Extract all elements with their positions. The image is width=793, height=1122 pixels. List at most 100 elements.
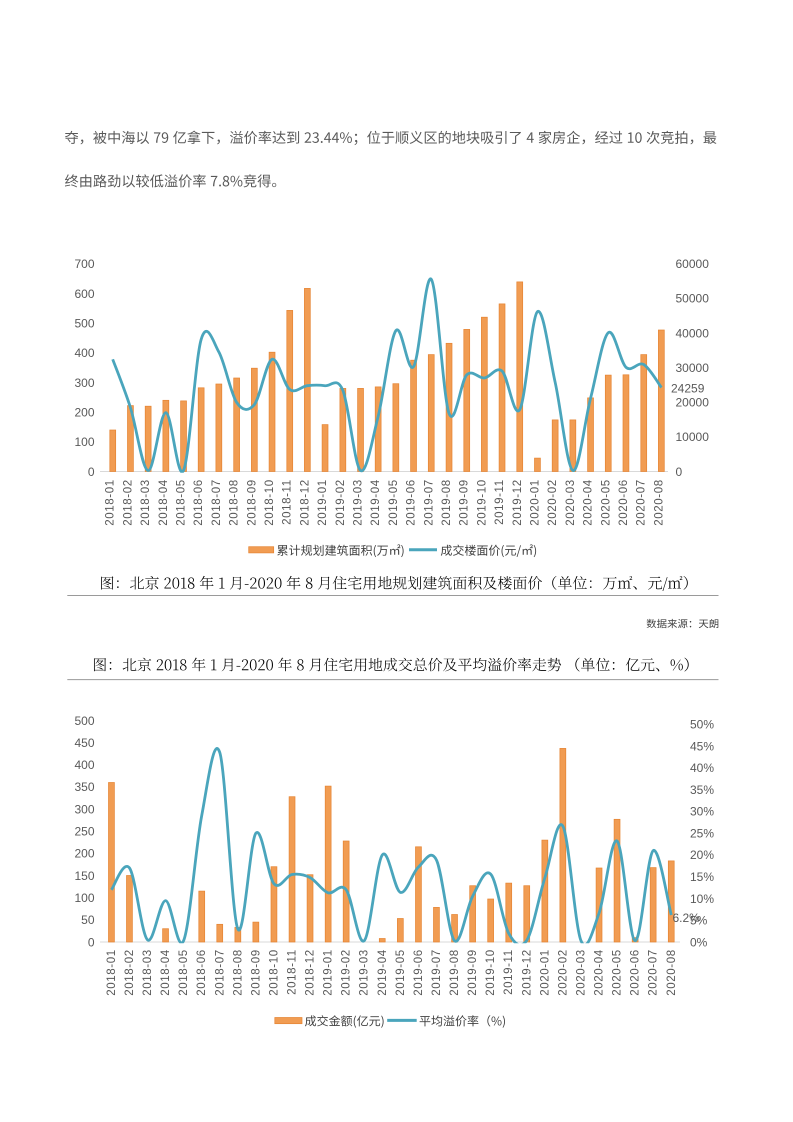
svg-text:10000: 10000 bbox=[676, 430, 710, 444]
svg-text:15%: 15% bbox=[690, 870, 714, 884]
svg-text:2019-06: 2019-06 bbox=[406, 479, 418, 525]
svg-text:500: 500 bbox=[74, 316, 94, 330]
svg-text:2018-04: 2018-04 bbox=[160, 949, 172, 995]
svg-text:2018-07: 2018-07 bbox=[214, 949, 226, 995]
svg-text:2018-01: 2018-01 bbox=[105, 479, 117, 525]
svg-text:20000: 20000 bbox=[676, 396, 710, 410]
svg-text:2019-01: 2019-01 bbox=[323, 949, 335, 995]
svg-text:2018-10: 2018-10 bbox=[268, 949, 280, 995]
svg-text:2020-05: 2020-05 bbox=[600, 479, 612, 525]
svg-text:2018-02: 2018-02 bbox=[124, 949, 136, 995]
svg-text:2020-04: 2020-04 bbox=[583, 479, 595, 525]
svg-text:2018-06: 2018-06 bbox=[196, 949, 208, 995]
svg-text:2018-02: 2018-02 bbox=[122, 479, 134, 525]
svg-text:2020-07: 2020-07 bbox=[648, 949, 660, 995]
svg-text:2020-02: 2020-02 bbox=[547, 479, 559, 525]
svg-text:2019-08: 2019-08 bbox=[449, 949, 461, 995]
svg-text:0%: 0% bbox=[690, 935, 708, 949]
svg-text:2019-11: 2019-11 bbox=[494, 479, 506, 525]
svg-text:2018-03: 2018-03 bbox=[142, 949, 154, 995]
svg-text:150: 150 bbox=[74, 869, 94, 883]
svg-text:2019-05: 2019-05 bbox=[395, 949, 407, 995]
svg-text:2019-03: 2019-03 bbox=[353, 479, 365, 525]
svg-text:2019-06: 2019-06 bbox=[413, 949, 425, 995]
svg-text:2018-11: 2018-11 bbox=[287, 949, 299, 995]
svg-text:600: 600 bbox=[74, 287, 94, 301]
svg-text:50: 50 bbox=[81, 913, 95, 927]
svg-text:2018-09: 2018-09 bbox=[246, 479, 258, 525]
svg-text:2019-12: 2019-12 bbox=[521, 949, 533, 995]
svg-text:500: 500 bbox=[74, 714, 94, 728]
svg-text:2018-08: 2018-08 bbox=[232, 949, 244, 995]
svg-text:300: 300 bbox=[74, 376, 94, 390]
svg-text:2019-03: 2019-03 bbox=[359, 949, 371, 995]
svg-text:250: 250 bbox=[74, 825, 94, 839]
svg-text:24259: 24259 bbox=[671, 381, 705, 395]
svg-text:50%: 50% bbox=[690, 718, 714, 732]
svg-text:25%: 25% bbox=[690, 826, 714, 840]
svg-text:20%: 20% bbox=[690, 848, 714, 862]
svg-text:2018-08: 2018-08 bbox=[229, 479, 241, 525]
svg-text:2018-12: 2018-12 bbox=[305, 949, 317, 995]
svg-text:2019-02: 2019-02 bbox=[341, 949, 353, 995]
svg-text:2019-04: 2019-04 bbox=[370, 479, 382, 525]
svg-text:450: 450 bbox=[74, 736, 94, 750]
svg-text:2019-09: 2019-09 bbox=[459, 479, 471, 525]
svg-text:2019-02: 2019-02 bbox=[335, 479, 347, 525]
svg-text:2019-08: 2019-08 bbox=[441, 479, 453, 525]
svg-text:30%: 30% bbox=[690, 805, 714, 819]
svg-text:2020-03: 2020-03 bbox=[565, 479, 577, 525]
svg-text:40000: 40000 bbox=[676, 326, 710, 340]
svg-text:2019-10: 2019-10 bbox=[476, 479, 488, 525]
svg-text:2020-03: 2020-03 bbox=[576, 949, 588, 995]
svg-text:2018-12: 2018-12 bbox=[299, 479, 311, 525]
svg-text:2018-07: 2018-07 bbox=[211, 479, 223, 525]
svg-text:2019-09: 2019-09 bbox=[467, 949, 479, 995]
svg-text:2020-08: 2020-08 bbox=[653, 479, 665, 525]
svg-text:0: 0 bbox=[88, 935, 95, 949]
svg-text:200: 200 bbox=[74, 847, 94, 861]
svg-text:6.2%: 6.2% bbox=[673, 911, 701, 925]
svg-text:2018-11: 2018-11 bbox=[282, 479, 294, 525]
svg-text:2020-04: 2020-04 bbox=[594, 949, 606, 995]
svg-text:2018-04: 2018-04 bbox=[158, 479, 170, 525]
svg-text:2018-10: 2018-10 bbox=[264, 479, 276, 525]
svg-text:2019-11: 2019-11 bbox=[503, 949, 515, 995]
svg-text:2018-09: 2018-09 bbox=[250, 949, 262, 995]
svg-text:350: 350 bbox=[74, 780, 94, 794]
svg-text:50000: 50000 bbox=[676, 292, 710, 306]
svg-text:2020-02: 2020-02 bbox=[557, 949, 569, 995]
svg-text:5%: 5% bbox=[690, 914, 708, 928]
svg-text:400: 400 bbox=[74, 346, 94, 360]
svg-text:60000: 60000 bbox=[676, 257, 710, 271]
svg-text:2019-07: 2019-07 bbox=[423, 479, 435, 525]
svg-text:700: 700 bbox=[74, 257, 94, 271]
svg-text:35%: 35% bbox=[690, 783, 714, 797]
svg-text:2020-07: 2020-07 bbox=[636, 479, 648, 525]
svg-text:0: 0 bbox=[88, 465, 95, 479]
svg-text:10%: 10% bbox=[690, 892, 714, 906]
svg-text:45%: 45% bbox=[690, 739, 714, 753]
svg-text:300: 300 bbox=[74, 802, 94, 816]
svg-text:2019-04: 2019-04 bbox=[377, 949, 389, 995]
svg-text:2019-10: 2019-10 bbox=[485, 949, 497, 995]
svg-text:2020-05: 2020-05 bbox=[612, 949, 624, 995]
svg-text:2018-05: 2018-05 bbox=[178, 949, 190, 995]
svg-text:2020-06: 2020-06 bbox=[630, 949, 642, 995]
svg-text:40%: 40% bbox=[690, 761, 714, 775]
svg-text:2018-06: 2018-06 bbox=[193, 479, 205, 525]
svg-text:2019-12: 2019-12 bbox=[512, 479, 524, 525]
svg-text:2020-06: 2020-06 bbox=[618, 479, 630, 525]
svg-text:2020-01: 2020-01 bbox=[530, 479, 542, 525]
svg-text:200: 200 bbox=[74, 406, 94, 420]
svg-text:2019-05: 2019-05 bbox=[388, 479, 400, 525]
svg-text:400: 400 bbox=[74, 758, 94, 772]
svg-text:2018-01: 2018-01 bbox=[106, 949, 118, 995]
svg-text:30000: 30000 bbox=[676, 361, 710, 375]
svg-text:2019-07: 2019-07 bbox=[431, 949, 443, 995]
svg-text:100: 100 bbox=[74, 891, 94, 905]
svg-text:0: 0 bbox=[676, 465, 683, 479]
svg-text:100: 100 bbox=[74, 435, 94, 449]
svg-text:2018-03: 2018-03 bbox=[140, 479, 152, 525]
svg-text:2018-05: 2018-05 bbox=[176, 479, 188, 525]
